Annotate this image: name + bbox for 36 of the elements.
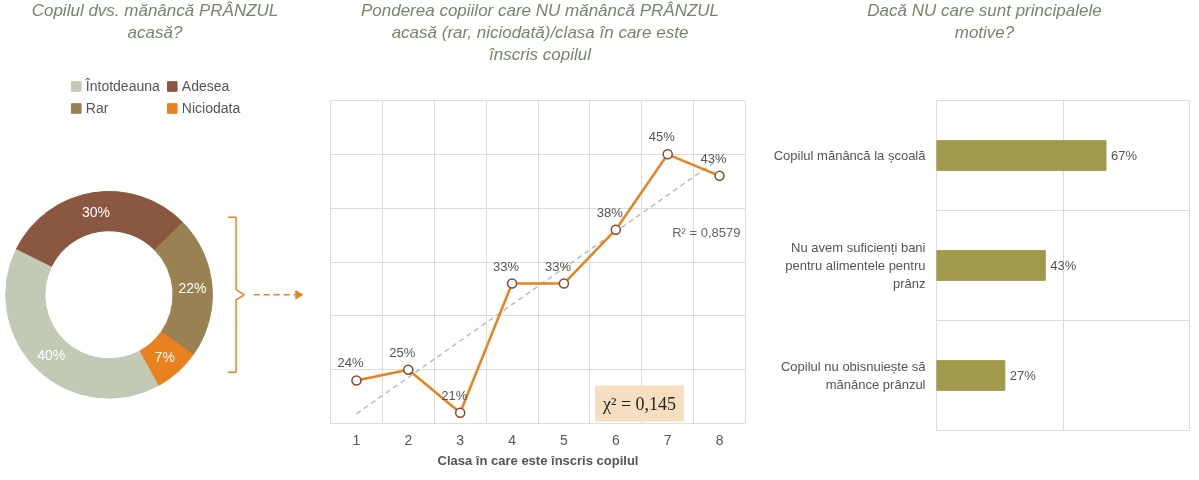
y-tick-label: Copilul mănâncă la școală xyxy=(773,148,927,163)
legend-label: Niciodata xyxy=(181,100,241,116)
chart-title: Ponderea copiilor care NU mănâncă PRÂNZUL acasă (rar, niciodată)/clasa în care este înscris copilul xyxy=(360,0,720,67)
legend-label: Întotdeauna xyxy=(85,78,160,94)
annotation: R² = 0,8579 xyxy=(672,225,741,241)
x-tick-label: 3 xyxy=(456,431,465,448)
data-label: 22% xyxy=(178,280,207,297)
data-label: 40% xyxy=(37,347,66,364)
x-tick-label: 4 xyxy=(508,431,517,448)
data-label: 30% xyxy=(81,204,110,221)
data-label: 27% xyxy=(1009,368,1037,383)
y-tick-label: Copilul nu obisnuiește să mănânce prânzul xyxy=(780,359,927,392)
data-label: 33% xyxy=(493,258,520,274)
data-label: 67% xyxy=(1111,148,1138,163)
x-tick-label: 2 xyxy=(404,431,413,448)
data-label: 45% xyxy=(648,129,676,145)
data-label: 7% xyxy=(154,349,175,366)
data-label: 25% xyxy=(389,344,416,360)
data-label: 24% xyxy=(337,355,364,371)
chart-title: Copilul dvs. mănâncă PRÂNZUL acasă? xyxy=(31,0,279,45)
x-tick-label: 5 xyxy=(560,431,569,448)
annotation: χ² = 0,145 xyxy=(602,393,677,414)
x-tick-label: 1 xyxy=(352,431,361,448)
data-label: 43% xyxy=(1050,258,1077,273)
data-label: 38% xyxy=(596,204,624,220)
x-tick-label: 8 xyxy=(715,431,724,448)
data-label: 21% xyxy=(441,387,468,403)
legend-label: Rar xyxy=(85,100,109,116)
x-tick-label: 6 xyxy=(611,431,620,448)
data-label: 43% xyxy=(700,150,728,166)
x-tick-label: 7 xyxy=(663,431,672,448)
y-tick-label: Nu avem suficienți bani pentru alimentele pentru prânz xyxy=(785,240,926,291)
x-axis-title: Clasa în care este înscris copilul xyxy=(437,452,639,468)
data-label: 33% xyxy=(544,258,572,274)
chart-title: Dacă NU care sunt principalele motive? xyxy=(867,0,1102,45)
legend-label: Adesea xyxy=(181,78,230,94)
